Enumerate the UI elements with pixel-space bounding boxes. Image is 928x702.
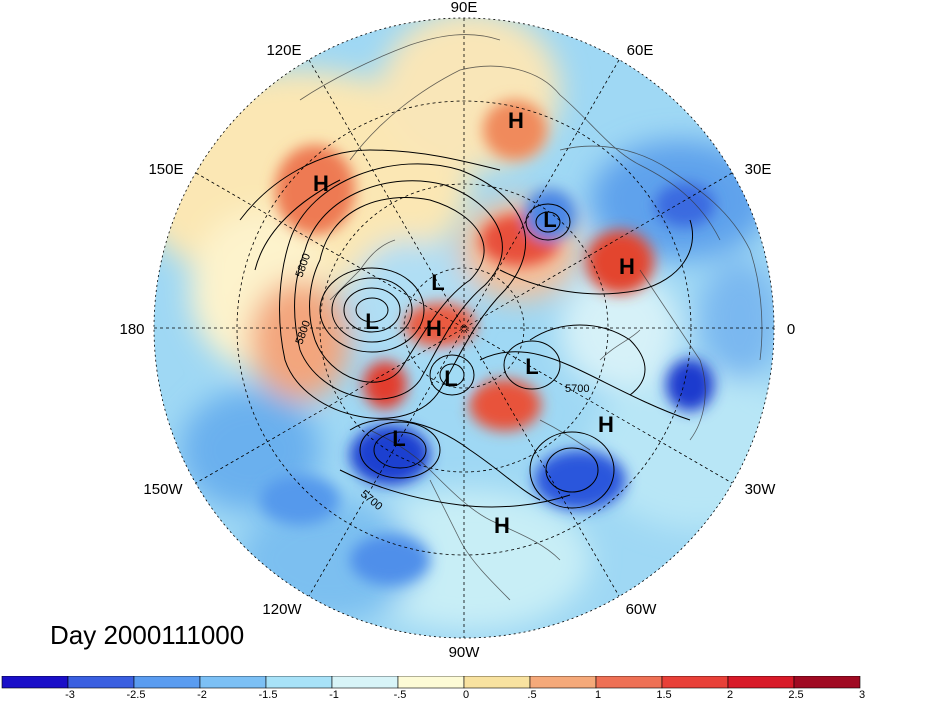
colorbar-swatches xyxy=(1,676,861,689)
longitude-labels: 90E 60E 30E 0 30W 60W 90W 120W 150W 180 … xyxy=(119,0,795,661)
contour-label: 5700 xyxy=(565,383,589,395)
lon-label-90e: 90E xyxy=(451,0,478,16)
anomaly-field xyxy=(154,18,774,638)
colorbar-swatch xyxy=(1,676,69,689)
contour-labels: 5800 5800 5700 5700 xyxy=(294,252,590,513)
colorbar-tick-label: -1 xyxy=(329,689,339,701)
colorbar-swatch xyxy=(661,676,729,689)
high-pressure-marker: H xyxy=(619,254,635,279)
lon-label-30e: 30E xyxy=(745,161,772,178)
colorbar-tick-label: .5 xyxy=(527,689,536,701)
low-pressure-marker: L xyxy=(543,207,556,232)
colorbar-swatch xyxy=(67,676,135,689)
colorbar-swatch xyxy=(199,676,267,689)
colorbar-swatch xyxy=(265,676,333,689)
colorbar-tick-label: -3 xyxy=(65,689,75,701)
colorbar-tick-label: -.5 xyxy=(394,689,407,701)
low-pressure-marker: L xyxy=(365,309,378,334)
lon-label-120w: 120W xyxy=(262,601,302,618)
lon-label-0: 0 xyxy=(787,321,795,338)
lon-label-180: 180 xyxy=(119,321,144,338)
colorbar-swatch xyxy=(331,676,399,689)
colorbar-tick-label: 1 xyxy=(595,689,601,701)
colorbar-swatch xyxy=(133,676,201,689)
high-pressure-marker: H xyxy=(494,513,510,538)
low-pressure-marker: L xyxy=(431,270,444,295)
colorbar-tick-label: -2.5 xyxy=(127,689,146,701)
low-pressure-marker: L xyxy=(444,366,457,391)
colorbar: -3 -2.5 -2 -1.5 -1 -.5 0 .5 1 1.5 2 2.5 … xyxy=(1,676,865,701)
colorbar-swatch xyxy=(727,676,795,689)
high-pressure-marker: H xyxy=(598,412,614,437)
map-grid xyxy=(153,17,775,639)
lon-label-30w: 30W xyxy=(745,481,777,498)
colorbar-swatch xyxy=(529,676,597,689)
lon-label-90w: 90W xyxy=(449,644,481,661)
colorbar-tick-label: -2 xyxy=(197,689,207,701)
height-contours xyxy=(239,149,694,509)
colorbar-swatch xyxy=(793,676,861,689)
colorbar-tick-labels: -3 -2.5 -2 -1.5 -1 -.5 0 .5 1 1.5 2 2.5 … xyxy=(65,689,865,701)
colorbar-tick-label: 2.5 xyxy=(788,689,803,701)
colorbar-tick-label: 3 xyxy=(859,689,865,701)
lon-label-60w: 60W xyxy=(626,601,658,618)
low-pressure-marker: L xyxy=(525,354,538,379)
lon-label-150e: 150E xyxy=(148,161,183,178)
polar-map: 90E 60E 30E 0 30W 60W 90W 120W 150W 180 … xyxy=(119,0,795,661)
colorbar-swatch xyxy=(397,676,465,689)
low-pressure-marker: L xyxy=(392,426,405,451)
colorbar-swatch xyxy=(463,676,531,689)
colorbar-tick-label: 1.5 xyxy=(656,689,671,701)
colorbar-tick-label: 2 xyxy=(727,689,733,701)
coastlines xyxy=(299,34,763,601)
high-pressure-marker: H xyxy=(313,171,329,196)
lon-label-150w: 150W xyxy=(143,481,183,498)
colorbar-tick-label: -1.5 xyxy=(259,689,278,701)
high-pressure-marker: H xyxy=(508,108,524,133)
high-pressure-marker: H xyxy=(426,316,442,341)
colorbar-tick-label: 0 xyxy=(463,689,469,701)
lon-label-120e: 120E xyxy=(266,42,301,59)
colorbar-swatch xyxy=(595,676,663,689)
lon-label-60e: 60E xyxy=(627,42,654,59)
map-title: Day 2000111000 xyxy=(50,620,245,650)
pressure-centers: H H H H H H L L L L L L xyxy=(313,108,635,538)
